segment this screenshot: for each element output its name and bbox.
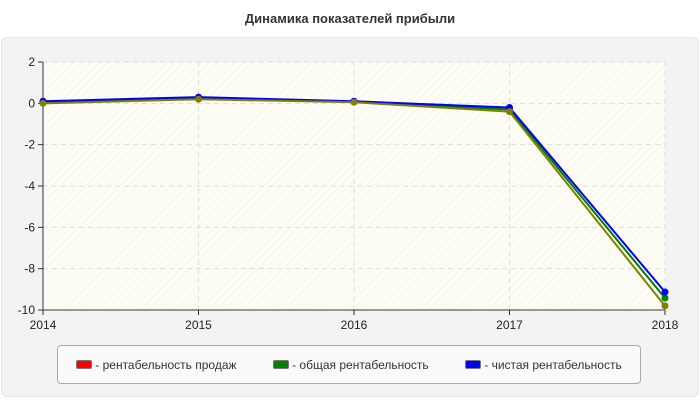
data-point-0 [39, 99, 47, 107]
y-tick-label: -10 [18, 303, 36, 317]
data-point-0 [350, 98, 358, 106]
data-point-0 [506, 108, 513, 116]
y-tick-label: -8 [24, 262, 35, 276]
legend-label: - рентабельность продаж [95, 357, 237, 372]
legend-label: - чистая рентабельность [484, 357, 622, 372]
legend: - рентабельность продаж - общая рентабел… [57, 345, 641, 384]
x-tick-label: 2016 [341, 318, 368, 332]
legend-item-net[interactable]: - чистая рентабельность [465, 357, 622, 372]
chart-title: Динамика показателей прибыли [244, 11, 456, 26]
x-tick-label: 2014 [30, 318, 57, 332]
data-point-0 [195, 95, 202, 103]
data-point-0 [661, 302, 669, 310]
x-tick-label: 2015 [185, 318, 212, 332]
y-tick-label: 0 [28, 96, 35, 110]
x-tick-label: 2018 [652, 318, 679, 332]
legend-swatch-green [273, 360, 290, 369]
y-tick-label: -6 [24, 220, 35, 234]
data-point-1 [661, 294, 669, 302]
y-tick-label: -2 [24, 138, 35, 152]
x-tick-label: 2017 [496, 318, 523, 332]
legend-item-sales[interactable]: - рентабельность продаж [76, 357, 237, 372]
legend-swatch-blue [465, 360, 482, 369]
legend-label: - общая рентабельность [292, 357, 429, 372]
legend-item-total[interactable]: - общая рентабельность [273, 358, 429, 372]
y-tick-label: 2 [28, 55, 35, 69]
data-point-2 [661, 288, 669, 296]
y-tick-label: -4 [24, 179, 35, 193]
legend-swatch-red [76, 360, 93, 369]
